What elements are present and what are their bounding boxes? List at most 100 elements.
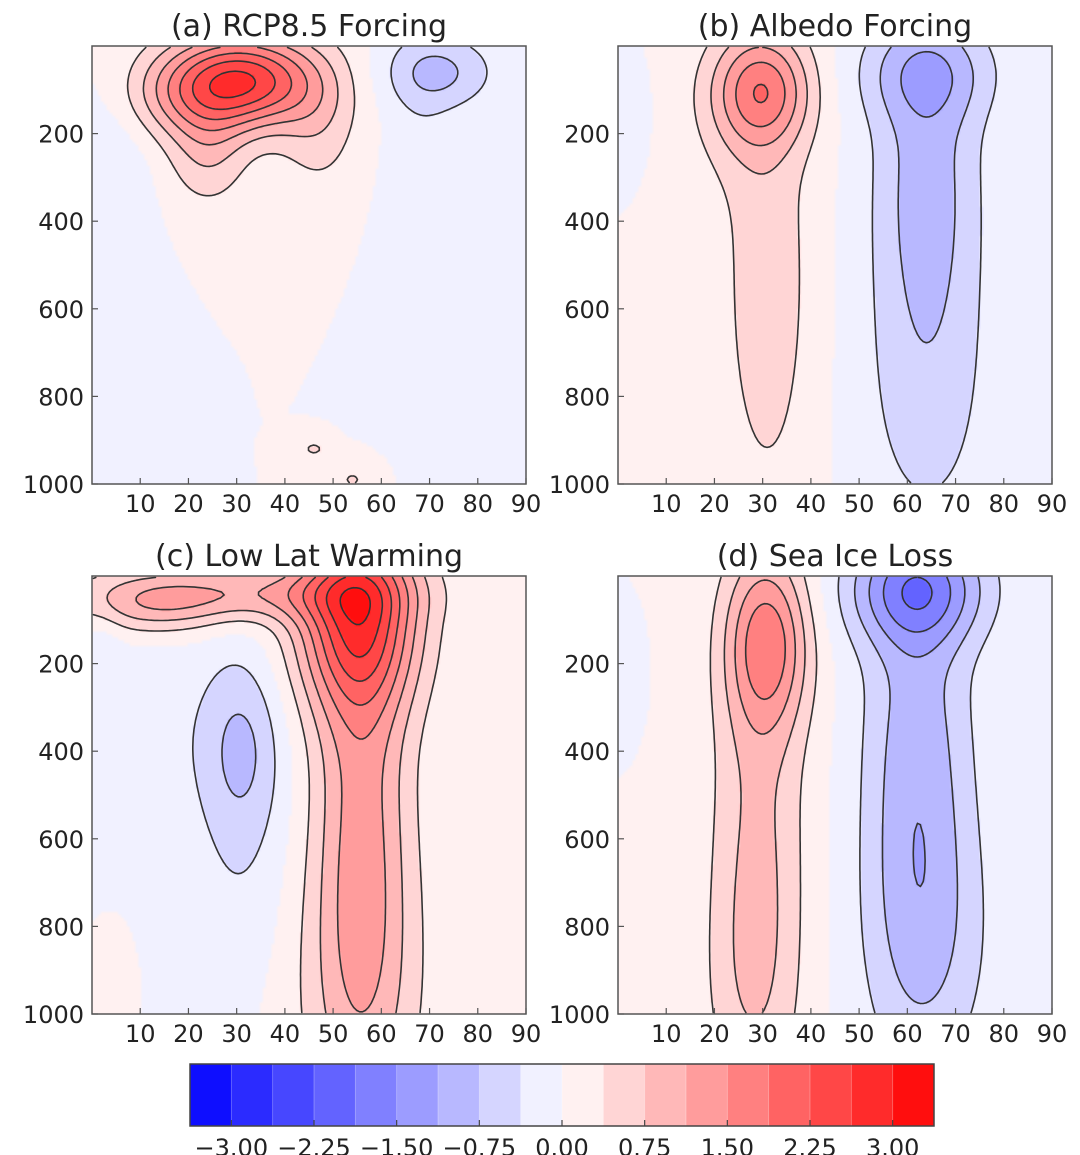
colorbar-bin <box>768 1064 811 1126</box>
x-tick-label: 30 <box>747 1020 778 1048</box>
panel-title: (c) Low Lat Warming <box>155 539 463 574</box>
field-raster <box>618 46 1052 484</box>
y-tick-label: 1000 <box>549 471 610 499</box>
contour-lines <box>92 576 448 1014</box>
panel-frame <box>617 575 1053 1015</box>
y-tick-label: 400 <box>38 208 84 236</box>
contour-positive <box>708 576 818 1014</box>
colorbar-bin <box>603 1064 646 1126</box>
panel-frame <box>617 45 1053 485</box>
colorbar-bin <box>520 1064 563 1126</box>
x-tick-label: 50 <box>844 1020 875 1048</box>
contour-negative <box>390 46 488 117</box>
contour-lines <box>708 576 1001 1014</box>
contour-positive <box>287 576 410 740</box>
field-raster <box>618 576 1052 1014</box>
x-tick-label: 10 <box>125 490 156 518</box>
contour-positive <box>744 602 786 701</box>
contour-positive <box>209 70 257 99</box>
y-tick-label: 200 <box>564 121 610 149</box>
colorbar: −3.00 −2.25 −1.50 −0.75 0.00 0.75 1.50 2.25 3.00 <box>189 1063 935 1155</box>
x-tick-label: 80 <box>989 490 1020 518</box>
contour-negative <box>868 576 966 888</box>
x-tick-label: 40 <box>796 490 827 518</box>
contour-positive <box>710 46 808 175</box>
y-tick-label: 1000 <box>23 471 84 499</box>
contour-positive <box>191 60 276 111</box>
x-tick-label: 70 <box>414 490 445 518</box>
contour-negative <box>879 46 974 344</box>
x-tick-label: 70 <box>940 1020 971 1048</box>
colorbar-bin <box>892 1064 935 1126</box>
colorbar-bin <box>644 1064 687 1126</box>
x-tick-label: 80 <box>989 1020 1020 1048</box>
y-tick-label: 200 <box>564 651 610 679</box>
colorbar-bin <box>851 1064 894 1126</box>
x-tick-label: 30 <box>221 1020 252 1048</box>
contour-positive <box>126 46 359 484</box>
x-tick-label: 40 <box>796 1020 827 1048</box>
panel-title: (d) Sea Ice Loss <box>717 539 954 574</box>
colorbar-bin <box>479 1064 522 1126</box>
y-tick-label: 200 <box>38 121 84 149</box>
x-tick-label: 60 <box>892 490 923 518</box>
colorbar-bin <box>355 1064 398 1126</box>
panel-frame <box>91 575 527 1015</box>
contour-positive <box>92 576 448 1014</box>
x-tick-label: 20 <box>173 490 204 518</box>
x-tick-label: 50 <box>844 490 875 518</box>
x-tick-label: 90 <box>1037 490 1068 518</box>
colorbar-bin <box>272 1064 315 1126</box>
y-tick-label: 800 <box>564 913 610 941</box>
panel-a: (a) RCP8.5 Forcing 200 400 600 800 1000 10 20 30… <box>23 9 541 518</box>
contour-positive <box>735 61 786 128</box>
x-tick-label: 40 <box>270 1020 301 1048</box>
colorbar-tick-label: 3.00 <box>866 1134 919 1155</box>
contour-positive <box>722 46 797 147</box>
contour-positive <box>302 576 401 706</box>
x-tick-label: 90 <box>511 490 542 518</box>
colorbar-bin <box>438 1064 480 1126</box>
colorbar-bin <box>686 1064 728 1126</box>
colorbar-tick-label: 0.00 <box>535 1134 588 1155</box>
colorbar-bin <box>231 1064 274 1126</box>
contour-positive <box>723 576 806 1014</box>
x-tick-label: 20 <box>173 1020 204 1048</box>
x-tick-label: 10 <box>651 490 682 518</box>
x-tick-label: 90 <box>1037 1020 1068 1048</box>
x-tick-label: 80 <box>463 1020 494 1048</box>
y-tick-label: 800 <box>38 913 84 941</box>
x-tick-label: 60 <box>366 490 397 518</box>
x-tick-label: 70 <box>940 490 971 518</box>
x-tick-label: 20 <box>699 1020 730 1048</box>
contour-negative <box>853 576 981 1005</box>
panel-title: (b) Albedo Forcing <box>698 9 972 44</box>
colorbar-bin <box>562 1064 604 1126</box>
y-tick-label: 600 <box>564 296 610 324</box>
colorbar-bin <box>190 1064 232 1126</box>
contour-positive <box>106 576 431 1014</box>
x-tick-label: 50 <box>318 1020 349 1048</box>
x-tick-label: 30 <box>221 490 252 518</box>
x-tick-label: 80 <box>463 490 494 518</box>
contour-positive <box>314 576 393 682</box>
y-tick-label: 1000 <box>23 1001 84 1029</box>
y-tick-label: 800 <box>38 383 84 411</box>
contour-positive <box>135 576 419 1013</box>
colorbar-tick-label: 2.25 <box>783 1134 836 1155</box>
contour-negative <box>192 664 276 875</box>
contour-positive <box>339 586 371 626</box>
x-tick-label: 30 <box>747 490 778 518</box>
x-tick-label: 60 <box>366 1020 397 1048</box>
y-tick-label: 400 <box>564 738 610 766</box>
colorbar-tick-label: −0.75 <box>443 1134 517 1155</box>
y-tick-label: 200 <box>38 651 84 679</box>
y-tick-label: 400 <box>38 738 84 766</box>
colorbar-bin <box>396 1064 439 1126</box>
colorbar-tick-label: 1.50 <box>701 1134 754 1155</box>
contour-negative <box>882 576 952 633</box>
panel-c: (c) Low Lat Warming 200 400 600 800 1000 10 20 3… <box>23 539 541 1048</box>
colorbar-bin <box>810 1064 852 1126</box>
contour-positive <box>167 46 309 132</box>
